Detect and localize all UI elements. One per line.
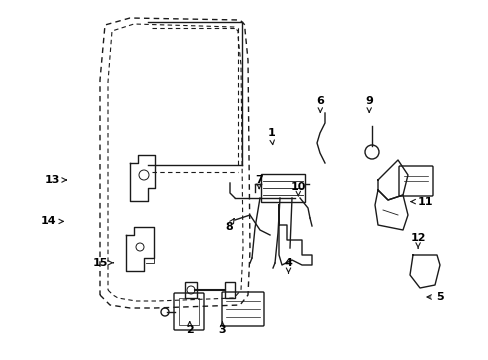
Bar xyxy=(224,282,235,298)
Text: 5: 5 xyxy=(426,292,443,302)
Bar xyxy=(184,282,197,298)
Bar xyxy=(179,298,199,325)
Text: 8: 8 xyxy=(224,219,234,232)
Text: 12: 12 xyxy=(409,233,425,248)
Text: 7: 7 xyxy=(255,175,263,189)
Text: 14: 14 xyxy=(41,216,63,226)
Text: 11: 11 xyxy=(410,197,432,207)
Text: 6: 6 xyxy=(316,96,324,112)
Text: 15: 15 xyxy=(92,258,113,268)
Text: 3: 3 xyxy=(218,322,226,336)
Text: 9: 9 xyxy=(365,96,372,112)
Text: 10: 10 xyxy=(290,182,305,196)
Text: 2: 2 xyxy=(185,321,193,336)
Bar xyxy=(261,174,305,202)
Text: 4: 4 xyxy=(284,258,292,273)
Text: 1: 1 xyxy=(267,128,275,145)
Text: 13: 13 xyxy=(45,175,66,185)
